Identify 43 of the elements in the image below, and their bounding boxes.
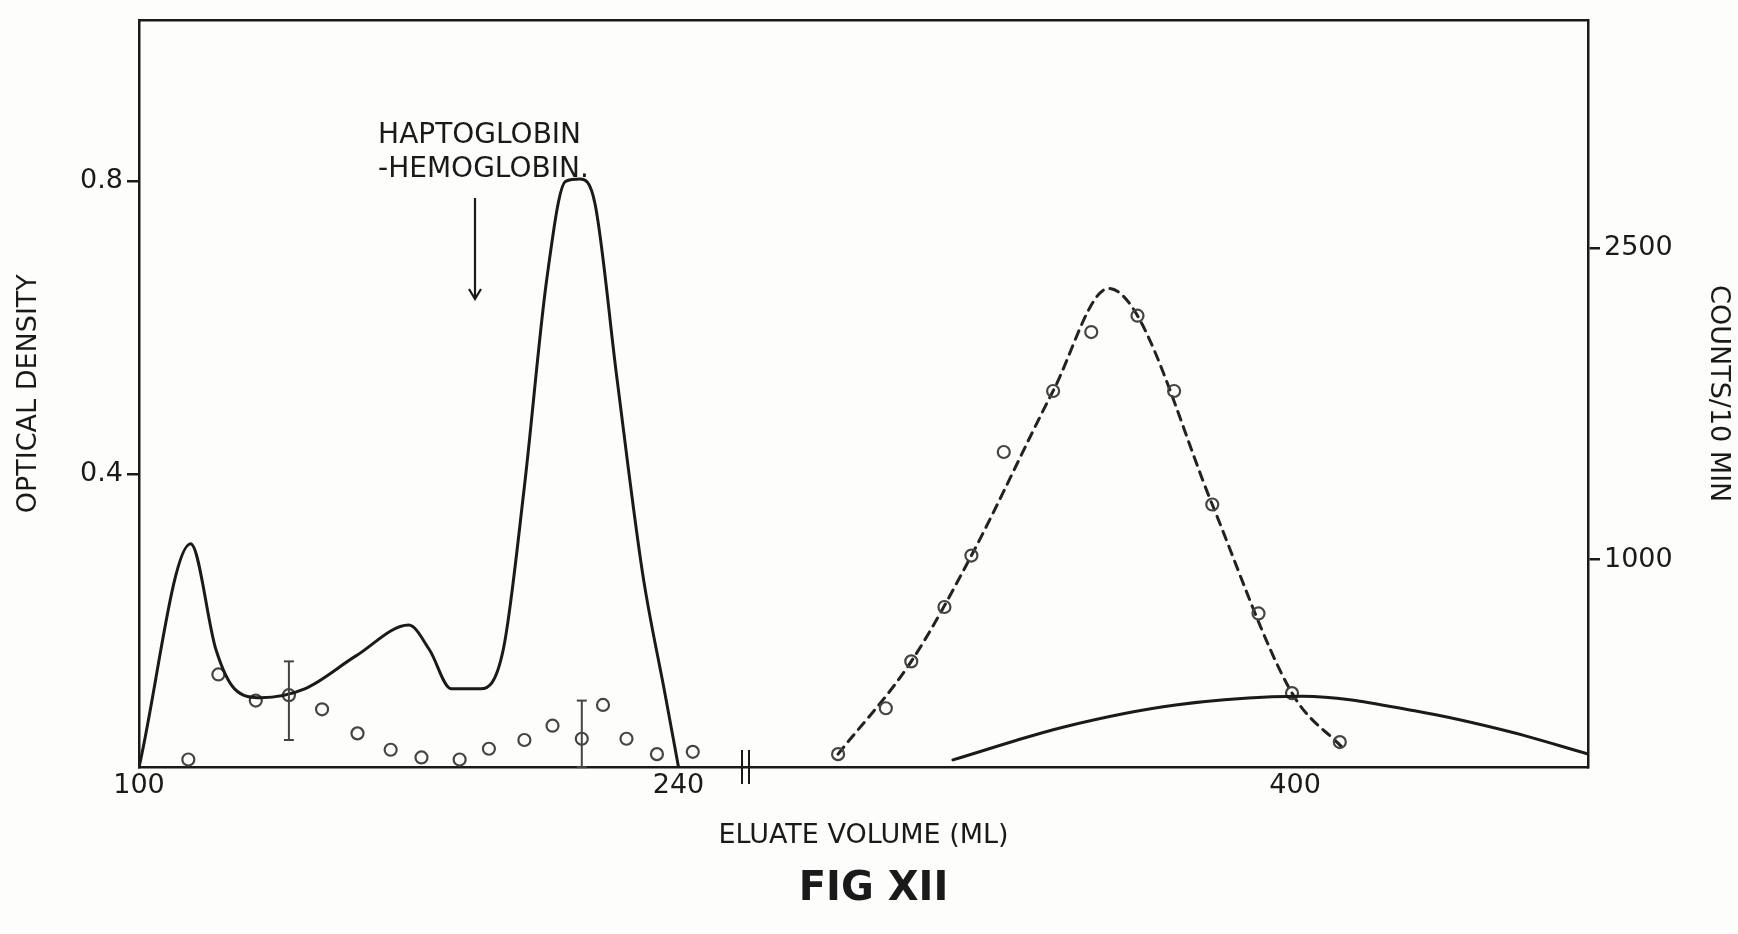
y2-tick-label: 2500 bbox=[1604, 230, 1673, 262]
point bbox=[595, 697, 611, 713]
point bbox=[878, 701, 893, 716]
point bbox=[619, 731, 634, 746]
point bbox=[685, 744, 700, 759]
y2-tick-label: 1000 bbox=[1604, 541, 1673, 573]
x-tick-label: 100 bbox=[113, 768, 165, 800]
point bbox=[314, 702, 330, 717]
y-tick-label: 0.4 bbox=[80, 456, 123, 488]
point bbox=[1046, 383, 1061, 399]
point bbox=[649, 747, 665, 762]
point bbox=[383, 742, 398, 757]
point bbox=[937, 599, 952, 615]
y-tick-label: 0.8 bbox=[80, 163, 123, 195]
point bbox=[1205, 497, 1220, 512]
point bbox=[281, 688, 297, 703]
point bbox=[181, 752, 196, 767]
point bbox=[545, 718, 560, 733]
point bbox=[1332, 734, 1347, 750]
point bbox=[248, 693, 263, 708]
y2-axis-title: COUNTS/10 MIN bbox=[1704, 285, 1736, 503]
point bbox=[574, 731, 589, 746]
x-tick-label: 400 bbox=[1269, 768, 1321, 800]
point bbox=[964, 548, 979, 563]
point bbox=[996, 444, 1011, 460]
point bbox=[1251, 606, 1266, 621]
annotation: HAPTOGLOBIN -HEMOGLOBIN. bbox=[378, 117, 589, 186]
point bbox=[1167, 383, 1182, 399]
point bbox=[904, 654, 919, 669]
point bbox=[830, 747, 846, 762]
point bbox=[517, 732, 532, 748]
point bbox=[414, 750, 429, 765]
point bbox=[1084, 324, 1099, 340]
point bbox=[1284, 686, 1300, 701]
x-axis-title: ELUATE VOLUME (ML) bbox=[718, 817, 1009, 849]
point bbox=[211, 667, 226, 682]
point bbox=[481, 741, 497, 756]
point bbox=[350, 726, 365, 741]
point bbox=[1130, 308, 1145, 323]
y-axis-title: OPTICAL DENSITY bbox=[11, 273, 43, 514]
x-tick-label: 240 bbox=[652, 768, 705, 800]
text: FIG XII bbox=[798, 863, 949, 910]
point bbox=[452, 752, 467, 767]
